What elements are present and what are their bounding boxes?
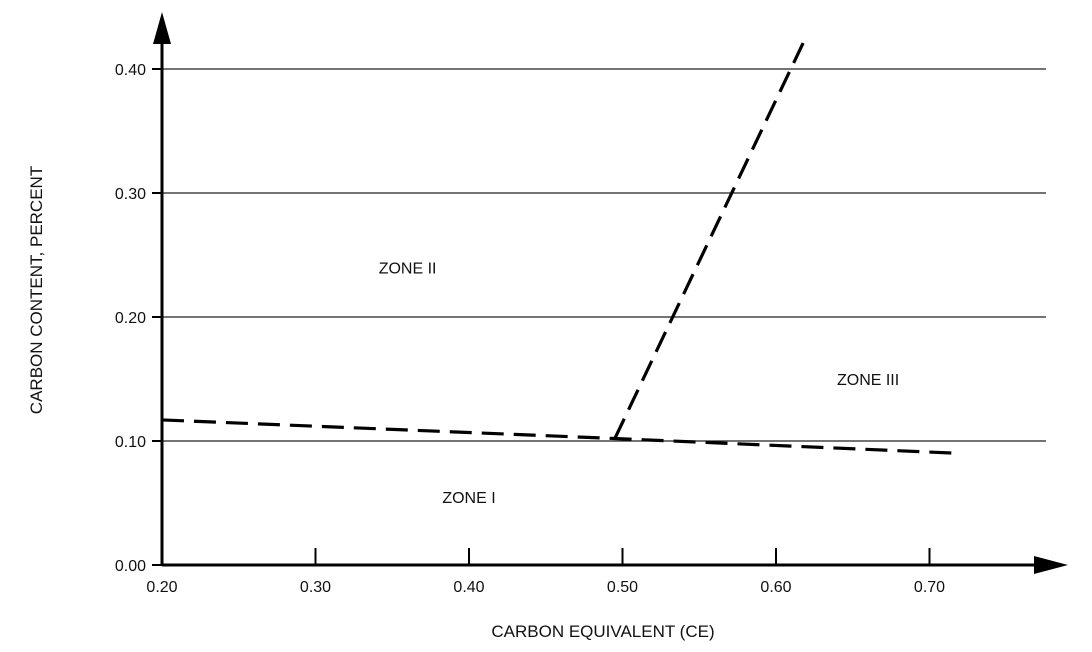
zone-boundary-line-1: [161, 418, 961, 455]
x-tick-label-5: 0.70: [914, 579, 945, 596]
tick-marks: [152, 68, 931, 566]
zone-label-2: ZONE III: [837, 372, 899, 389]
y-tick-label-1: 0.10: [115, 434, 146, 451]
zone-boundary-line-2: [613, 34, 809, 440]
y-tick-label-3: 0.30: [115, 186, 146, 203]
x-tick-label-0: 0.20: [146, 579, 177, 596]
zone-label-3: ZONE I: [442, 490, 495, 507]
x-axis-arrow: [1034, 556, 1068, 574]
zone-boundaries: [161, 34, 961, 455]
zone-label-1: ZONE II: [379, 260, 437, 277]
x-tick-label-2: 0.40: [453, 579, 484, 596]
zone-labels: ZONE II ZONE III ZONE I: [379, 260, 900, 506]
y-tick-label-2: 0.20: [115, 310, 146, 327]
x-tick-label-4: 0.60: [760, 579, 791, 596]
y-axis-arrow: [153, 12, 171, 44]
y-axis-label: CARBON CONTENT, PERCENT: [27, 166, 46, 414]
gridlines: [162, 68, 1046, 442]
x-axis-label: CARBON EQUIVALENT (CE): [491, 622, 714, 641]
y-tick-label-4: 0.40: [115, 62, 146, 79]
tick-labels: 0.20 0.30 0.40 0.50 0.60 0.70 0.00 0.10 0.20 0.30…: [115, 62, 945, 596]
x-tick-label-3: 0.50: [607, 579, 638, 596]
y-tick-label-0: 0.00: [115, 558, 146, 575]
axes: [153, 12, 1068, 574]
x-tick-label-1: 0.30: [300, 579, 331, 596]
